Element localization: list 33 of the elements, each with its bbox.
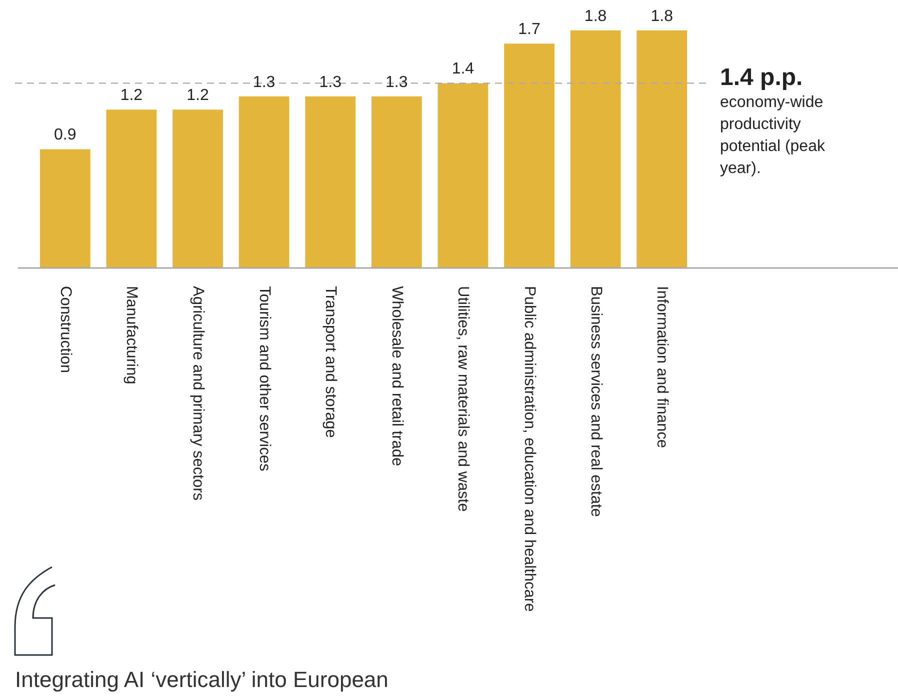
data-label: 1.3: [386, 74, 408, 91]
data-label: 1.2: [120, 87, 143, 104]
text: economy-wide productivity potential (peak year).: [720, 94, 826, 178]
bar: [238, 96, 290, 268]
bar: [570, 30, 621, 268]
x-tick-label: Utilities, raw materials and waste: [454, 286, 472, 512]
x-tick-label: Agriculture and primary sectors: [189, 286, 206, 501]
x-tick-label: Transport and storage: [322, 286, 340, 438]
x-tick-label: Business services and real estate: [587, 286, 604, 517]
data-label: 1.7: [518, 21, 540, 38]
data-label: 0.9: [54, 126, 76, 144]
x-tick-label: Manufacturing: [123, 286, 140, 384]
bar: [172, 110, 223, 268]
data-label: 1.8: [650, 8, 674, 25]
x-tick-label: Tourism and other services: [256, 286, 273, 472]
bar: [40, 149, 90, 268]
data-label: 1.3: [252, 74, 276, 91]
data-label: 1.3: [319, 74, 342, 91]
x-tick-label: Information and finance: [654, 286, 671, 448]
text: Integrating AI ‘vertically’ into European: [15, 667, 388, 693]
x-tick-label: Wholesale and retail trade: [388, 286, 406, 466]
ref-line-label: 1.4 p.p.: [720, 64, 803, 91]
data-label: 1.2: [186, 87, 209, 104]
bar: [106, 110, 157, 268]
bar: [305, 96, 356, 268]
x-tick-label: Public administration, education and healthcare: [520, 286, 538, 612]
data-label: 1.4: [452, 60, 474, 78]
bar: [504, 44, 554, 268]
x-tick-label: Construction: [56, 286, 74, 374]
data-label: 1.8: [584, 8, 607, 25]
bar: [636, 30, 688, 268]
bar: [371, 96, 422, 268]
bar: [438, 83, 488, 268]
